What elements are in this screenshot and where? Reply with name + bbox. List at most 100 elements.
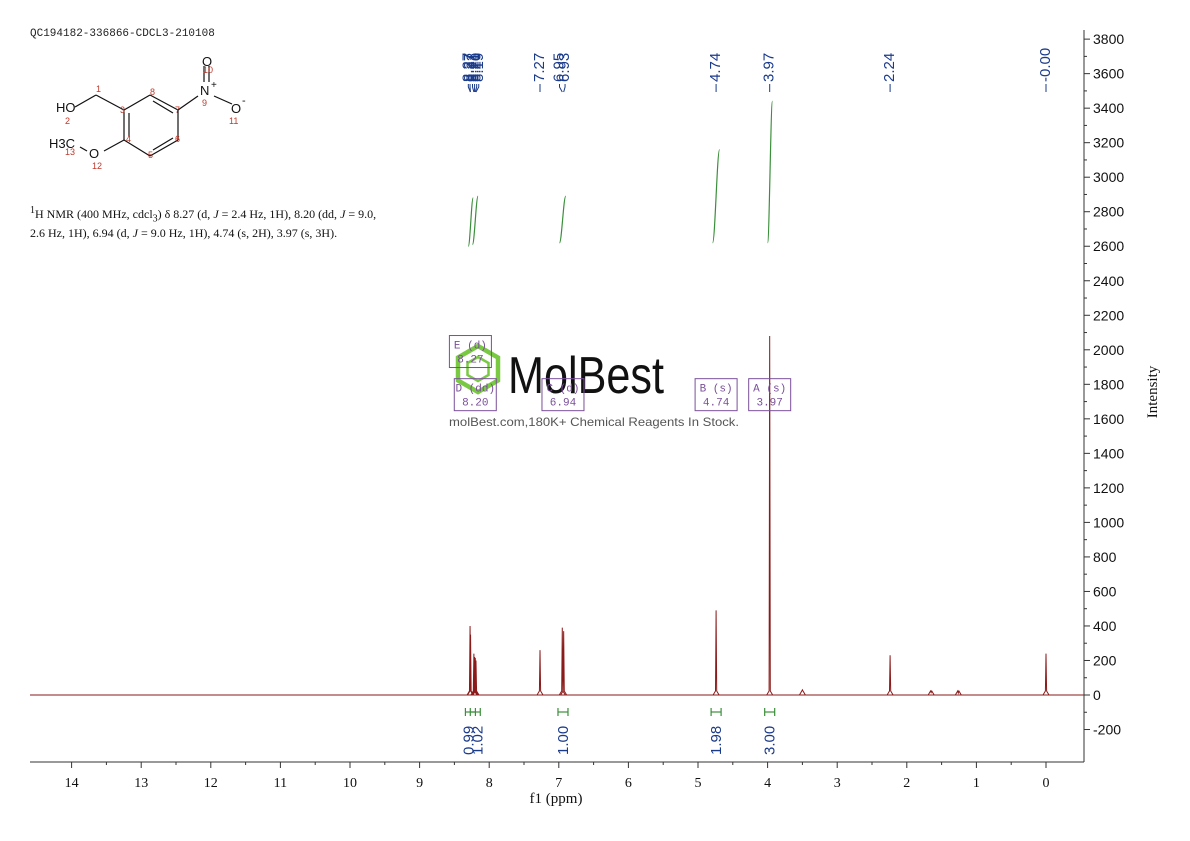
x-tick-label: 12 (204, 776, 218, 791)
nmr-j-1: J (213, 207, 219, 221)
multiplet-label: D (dd) (455, 384, 495, 396)
watermark: MolBest molBest.com,180K+ Chemical Reage… (449, 343, 739, 429)
x-tick-label: 1 (973, 776, 980, 791)
atom-number-12: 12 (92, 161, 102, 171)
watermark-logo-text: MolBest (508, 347, 664, 405)
watermark-tagline: molBest.com,180K+ Chemical Reagents In S… (449, 415, 739, 429)
atom-number-5: 5 (148, 150, 153, 160)
y-tick-label: 3000 (1093, 169, 1124, 185)
atom-number-1: 1 (96, 84, 101, 94)
multiplet-shift: 4.74 (703, 398, 730, 410)
x-tick-label: 0 (1043, 776, 1050, 791)
multiplet-shift: 3.97 (756, 398, 782, 410)
integration-curve (767, 100, 774, 244)
oxygen-charge: - (242, 95, 246, 107)
x-tick-label: 13 (134, 776, 148, 791)
y-tick-label: 0 (1093, 687, 1101, 703)
integration-curve (471, 195, 479, 246)
peak-label: 4.74 (707, 53, 724, 82)
y-tick-label: 2600 (1093, 238, 1124, 254)
y-tick-label: 2400 (1093, 273, 1124, 289)
y-axis-title: Intensity (1145, 365, 1161, 418)
y-tick-label: 3600 (1093, 66, 1124, 82)
peak-labels: 8.278.278.228.218.208.19 7.27 6.956.93 4.74… (459, 48, 1054, 93)
spectrum-peak (536, 650, 544, 696)
sample-id: QC194182-336866-CDCL3-210108 (30, 28, 215, 40)
nmr-j-2: J (340, 207, 346, 221)
nitro-oxygen-top: O (202, 54, 212, 69)
x-axis: 14 13 12 11 10 9 8 7 6 5 4 3 2 1 0 (30, 761, 1084, 791)
x-tick-label: 8 (486, 776, 493, 791)
peak-label: 2.24 (881, 53, 898, 82)
x-tick-label: 10 (343, 776, 357, 791)
x-tick-label: 7 (555, 776, 562, 791)
spectrum-peak (560, 631, 568, 696)
spectrum-peak (558, 627, 566, 696)
nmr-part-3: = 2.4 Hz, 1H), 8.20 (dd, (218, 207, 341, 221)
integral-values: 0.991.02 1.00 1.98 3.00 (460, 708, 779, 755)
multiplet-box (448, 335, 492, 369)
multiplet-box (748, 378, 792, 412)
y-tick-label: 1800 (1093, 376, 1124, 392)
atom-number-4: 4 (126, 134, 131, 144)
y-tick-label: 2800 (1093, 204, 1124, 220)
spectrum-peak (798, 688, 806, 696)
nmr-part-4: = 9.0, 2.6 Hz, 1H), 6.94 (d, (30, 207, 377, 241)
x-tick-label: 9 (416, 776, 423, 791)
y-tick-label: 1200 (1093, 480, 1124, 496)
multiplet-shift: 8.20 (462, 398, 488, 410)
integral-value: 1.00 (555, 726, 572, 755)
y-tick-label: 1400 (1093, 445, 1124, 461)
nmr-sub: 3 (152, 213, 158, 225)
spectrum-peak (954, 689, 962, 696)
y-tick-label: 2000 (1093, 342, 1124, 358)
methyl-label: H3C (49, 136, 75, 151)
peak-label: 8.20 (468, 53, 485, 82)
nitro-oxygen-right: O (231, 101, 241, 116)
peak-label-connector (563, 84, 566, 93)
peak-label: 8.21 (466, 53, 483, 82)
multiplet-label: B (s) (700, 384, 733, 396)
atom-number-9: 9 (202, 98, 207, 108)
spectrum-plot (30, 335, 1084, 696)
spectrum-peak (712, 610, 720, 696)
x-tick-label: 6 (625, 776, 632, 791)
integration-curve (467, 197, 474, 247)
peak-label: 6.95 (550, 53, 567, 82)
multiplet-box (694, 378, 738, 412)
nitrogen-charge: + (211, 80, 217, 91)
y-tick-label: 400 (1093, 618, 1117, 634)
ether-oxygen-label: O (89, 146, 99, 161)
y-tick-label: 3800 (1093, 31, 1124, 47)
y-tick-label: 3200 (1093, 135, 1124, 151)
peak-label-connector (475, 84, 480, 93)
atom-number-8: 8 (150, 87, 155, 97)
spectrum-peak (472, 660, 480, 696)
integration-curve (558, 195, 567, 244)
spectrum-peak (1042, 653, 1050, 696)
integration-curve (712, 148, 721, 244)
peak-label-connector (558, 84, 563, 93)
x-axis-title: f1 (ppm) (530, 791, 583, 807)
peak-label: 8.27 (461, 53, 478, 82)
spectrum-peak (471, 657, 479, 696)
nmr-description: 1H NMR (400 MHz, cdcl3) δ 8.27 (d, J = 2… (30, 203, 390, 241)
watermark-logo-icon (455, 343, 501, 395)
chemical-structure: HO H3C O N + O O - 1 2 3 4 5 6 7 8 9 10 … (49, 54, 246, 171)
atom-number-10: 10 (203, 65, 213, 75)
multiplet-box (453, 378, 497, 412)
nitrogen-label: N (200, 83, 209, 98)
x-tick-label: 14 (65, 776, 79, 791)
multiplet-shift: 6.94 (550, 398, 577, 410)
x-tick-label: 5 (695, 776, 702, 791)
spectrum-peak (471, 657, 479, 696)
peak-label: 8.19 (470, 53, 487, 82)
hydroxyl-label: HO (56, 100, 76, 115)
multiplet-label: A (s) (753, 384, 786, 396)
atom-number-6: 6 (175, 134, 180, 144)
x-tick-label: 11 (274, 776, 287, 791)
peak-label-connector (471, 84, 475, 93)
peak-label: 8.27 (459, 53, 476, 82)
y-tick-label: 600 (1093, 583, 1117, 599)
integration-curves (467, 100, 774, 247)
